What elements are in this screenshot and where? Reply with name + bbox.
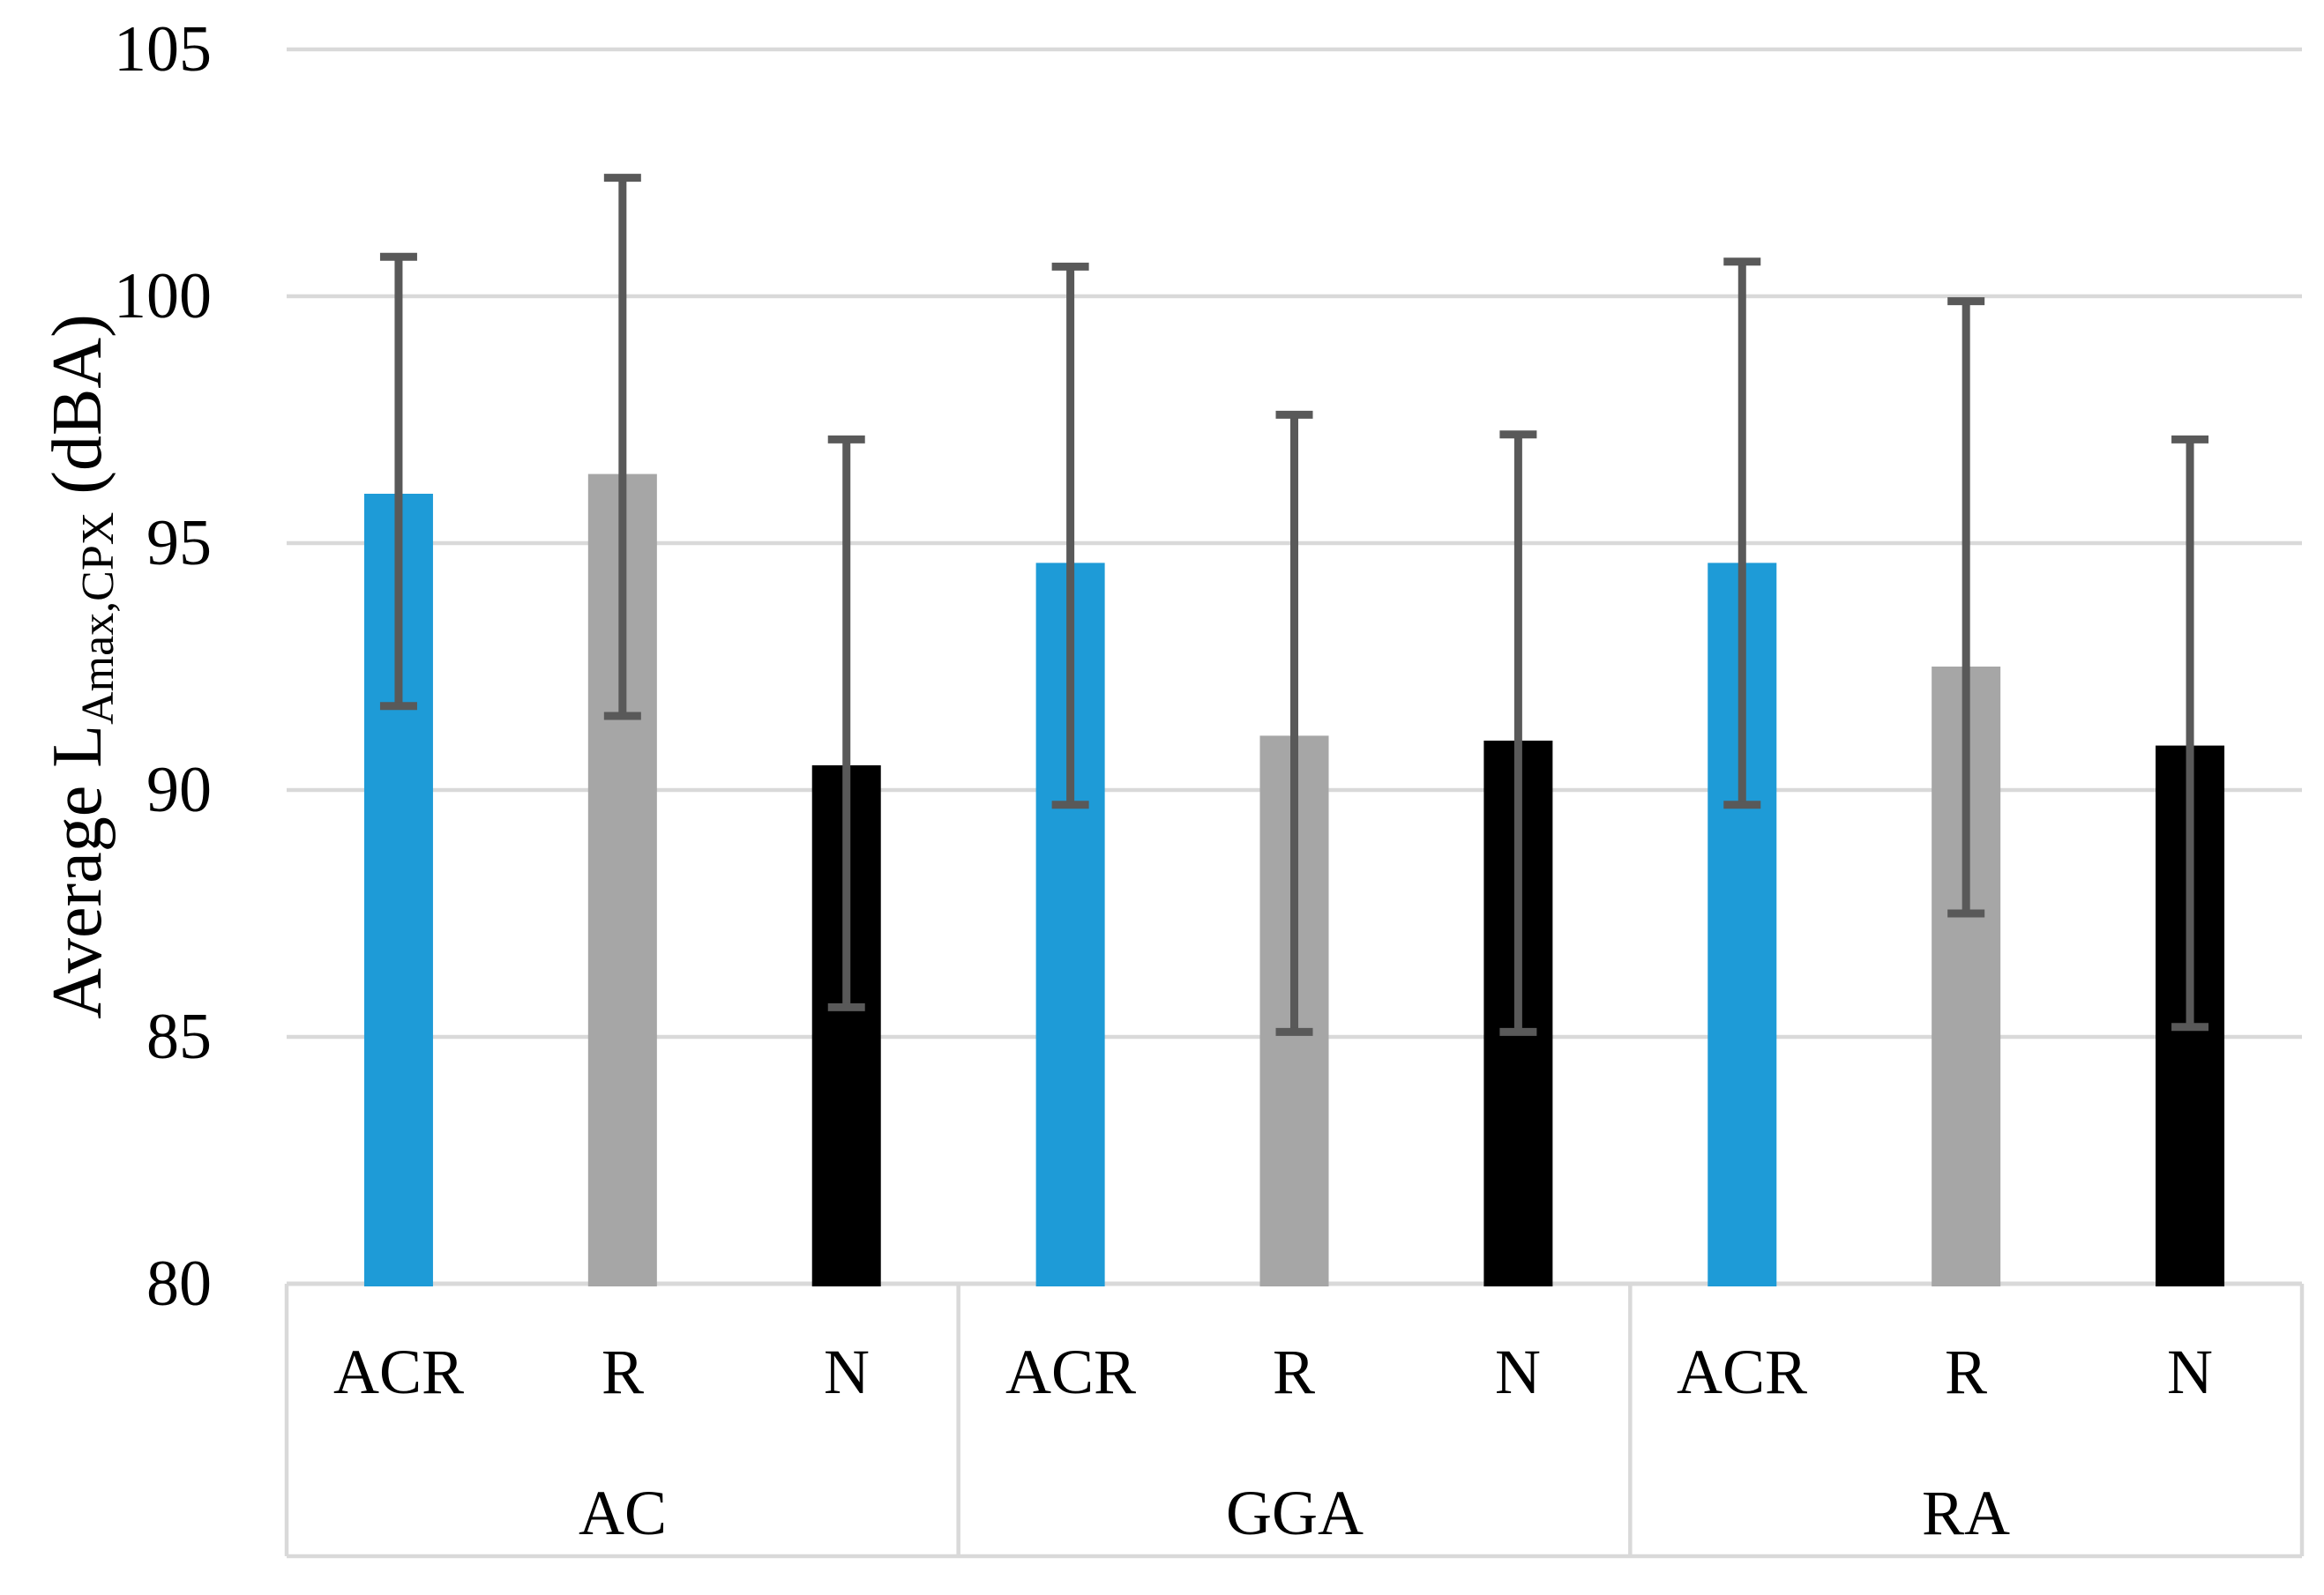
group-label-ac: AC bbox=[578, 1478, 668, 1548]
y-axis-title: Average LAmax,CPX (dBA) bbox=[39, 49, 123, 1284]
subcategory-label-gga-n: N bbox=[1495, 1337, 1541, 1407]
subcategory-label-ra-acr: ACR bbox=[1676, 1337, 1808, 1407]
y-axis-title-subscript: Amax,CPX bbox=[73, 511, 123, 725]
subcategory-label-ac-acr: ACR bbox=[333, 1337, 465, 1407]
group-label-ra: RA bbox=[1921, 1478, 2011, 1548]
subcategory-label-ac-r: R bbox=[601, 1337, 645, 1407]
subcategory-label-gga-r: R bbox=[1272, 1337, 1316, 1407]
y-tick-label-105: 105 bbox=[114, 13, 212, 86]
subcategory-label-ac-n: N bbox=[824, 1337, 870, 1407]
y-tick-label-100: 100 bbox=[114, 260, 212, 332]
y-tick-label-90: 90 bbox=[146, 754, 212, 826]
y-axis-title-suffix: (dBA) bbox=[39, 314, 116, 512]
subcategory-label-ra-n: N bbox=[2167, 1337, 2213, 1407]
y-tick-label-95: 95 bbox=[146, 507, 212, 579]
y-tick-label-80: 80 bbox=[146, 1248, 212, 1320]
subcategory-label-gga-acr: ACR bbox=[1005, 1337, 1137, 1407]
group-label-gga: GGA bbox=[1226, 1478, 1364, 1548]
subcategory-label-ra-r: R bbox=[1944, 1337, 1988, 1407]
y-tick-label-85: 85 bbox=[146, 1001, 212, 1073]
y-axis-title-prefix: Average L bbox=[39, 724, 116, 1019]
